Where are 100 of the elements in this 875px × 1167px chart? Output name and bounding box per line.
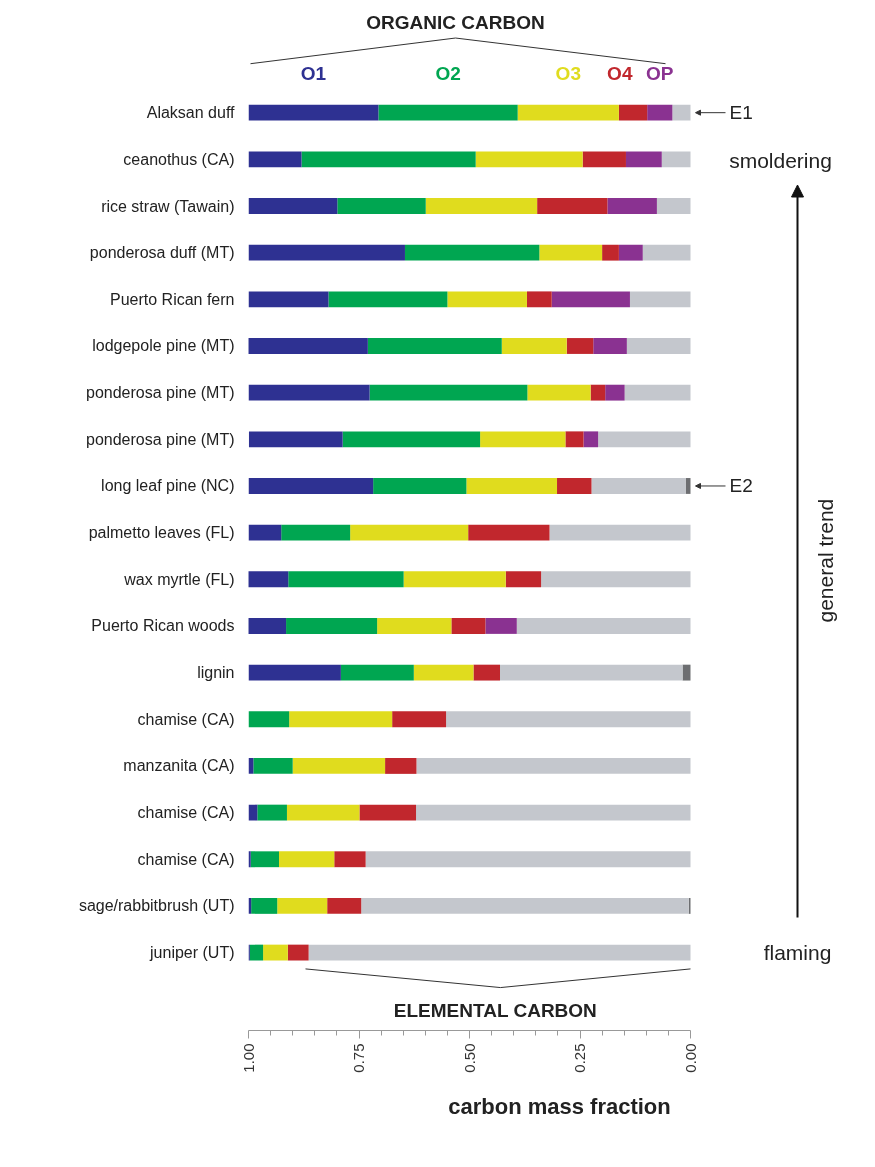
y-tick-label: ponderosa pine (MT)	[85, 384, 235, 402]
bar	[672, 104, 691, 121]
bar	[591, 478, 686, 494]
bar	[248, 478, 374, 494]
bar	[565, 431, 584, 448]
bar	[248, 851, 251, 868]
bar	[377, 618, 452, 634]
bar	[249, 944, 264, 961]
bar	[288, 571, 404, 588]
bar	[385, 758, 417, 774]
x-tick-label: 0.50	[460, 1043, 478, 1073]
bar	[566, 338, 594, 354]
y-tick-label: Puerto Rican woods	[91, 617, 235, 635]
bar	[413, 664, 474, 681]
bar	[286, 804, 360, 821]
bar	[248, 338, 368, 354]
annotation: E2	[729, 475, 753, 497]
bar	[361, 897, 689, 914]
bar	[468, 524, 550, 541]
y-tick-label: Puerto Rican fern	[109, 290, 235, 308]
bar	[277, 897, 328, 914]
y-tick-label: lodgepole pine (MT)	[92, 337, 235, 355]
y-tick-label: ceanothus (CA)	[123, 150, 235, 168]
bar	[527, 384, 591, 401]
bar	[350, 524, 469, 541]
bar	[292, 758, 386, 774]
bar	[301, 151, 476, 168]
bar	[257, 804, 287, 821]
bar	[248, 244, 405, 261]
bar	[446, 711, 691, 728]
bar	[685, 478, 691, 494]
bar	[416, 804, 691, 821]
bar	[248, 384, 370, 401]
bar	[248, 431, 343, 448]
y-tick-label: chamise (CA)	[137, 850, 235, 868]
bar	[308, 944, 691, 961]
text: ORGANIC CARBON	[366, 12, 545, 34]
bar	[327, 897, 362, 914]
bar	[248, 151, 302, 168]
bar	[369, 384, 528, 401]
text: flaming	[763, 941, 832, 965]
bar	[473, 664, 500, 681]
bar	[248, 618, 287, 634]
bar	[480, 431, 566, 448]
bar	[378, 104, 518, 121]
bar	[287, 944, 309, 961]
bar	[682, 664, 691, 681]
bar	[629, 291, 691, 308]
bar	[551, 291, 630, 308]
y-tick-label: chamise (CA)	[137, 804, 235, 822]
x-axis-title: carbon mass fraction	[448, 1093, 671, 1119]
bar	[642, 244, 691, 261]
bar	[598, 431, 691, 448]
bar	[337, 198, 426, 214]
bar	[625, 151, 662, 168]
bar	[618, 104, 648, 121]
bar	[451, 618, 486, 634]
y-tick-label: long leaf pine (NC)	[101, 477, 235, 495]
annotation: E1	[729, 102, 753, 124]
bar	[248, 198, 338, 214]
bar	[367, 338, 502, 354]
bar	[583, 431, 599, 448]
bar	[289, 711, 393, 728]
y-tick-label: palmetto leaves (FL)	[88, 524, 235, 542]
bar	[425, 198, 538, 214]
bar	[248, 664, 341, 681]
y-tick-label: Alaksan duff	[146, 104, 236, 122]
bar	[607, 198, 657, 214]
x-tick-label: 0.25	[571, 1043, 588, 1073]
y-tick-label: ponderosa pine (MT)	[85, 430, 235, 448]
x-tick-label: 0.75	[350, 1043, 367, 1073]
text: smoldering	[729, 149, 832, 173]
bar	[656, 198, 691, 214]
bar	[373, 478, 467, 494]
bar	[602, 244, 619, 261]
bar	[250, 851, 279, 868]
bar	[286, 618, 378, 634]
series-label: O1	[300, 62, 327, 84]
bar	[618, 244, 643, 261]
bar	[403, 571, 506, 588]
bar	[334, 851, 366, 868]
bar	[248, 711, 290, 728]
bar	[279, 851, 335, 868]
bar	[392, 711, 447, 728]
bar	[365, 851, 691, 868]
bar	[466, 478, 558, 494]
bar	[248, 104, 379, 121]
y-tick-label: sage/rabbitbrush (UT)	[78, 897, 235, 915]
bar	[475, 151, 583, 168]
y-tick-label: manzanita (CA)	[123, 757, 235, 775]
bar	[549, 524, 691, 541]
bar	[647, 104, 673, 121]
bar	[590, 384, 606, 401]
series-label: O3	[555, 62, 581, 84]
x-tick-label: 0.00	[681, 1043, 699, 1073]
bar	[500, 664, 683, 681]
bar	[404, 244, 540, 261]
text: general trend	[814, 498, 837, 623]
bar	[251, 897, 278, 914]
bar	[624, 384, 691, 401]
